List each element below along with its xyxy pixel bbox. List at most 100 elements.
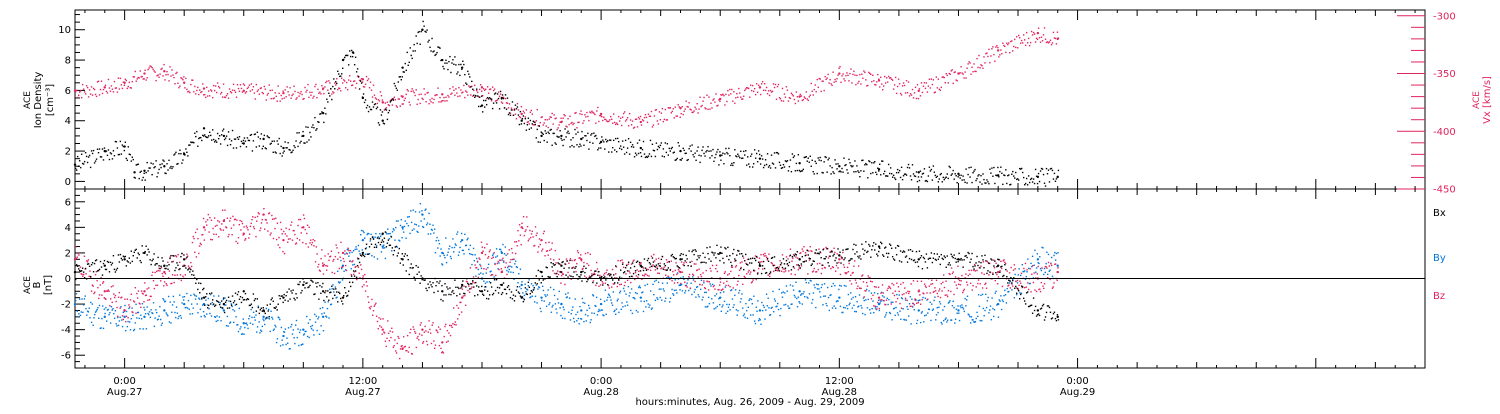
panel1-ytick-label: 2 (65, 147, 71, 158)
density-point (573, 146, 574, 147)
bz-point (310, 239, 311, 240)
vx-point (653, 124, 654, 125)
bz-point (311, 244, 312, 245)
bz-point (245, 238, 246, 239)
by-point (531, 283, 532, 284)
bz-point (702, 272, 703, 273)
vx-point (287, 91, 288, 92)
vx-keypoint (104, 86, 106, 88)
by-point (741, 293, 742, 294)
density-point (568, 133, 569, 134)
density-point (703, 153, 704, 154)
density-point (204, 134, 205, 135)
vx-point (500, 93, 501, 94)
density-point (846, 169, 847, 170)
vx-point (107, 92, 108, 93)
vx-point (312, 97, 313, 98)
bz-point (509, 262, 510, 263)
density-point (942, 181, 943, 182)
vx-point (634, 127, 635, 128)
bz-point (798, 267, 799, 268)
vx-point (158, 77, 159, 78)
vx-point (576, 127, 577, 128)
by-point (665, 298, 666, 299)
vx-point (982, 68, 983, 69)
by-point (155, 309, 156, 310)
density-point (1038, 173, 1039, 174)
density-point (678, 142, 679, 143)
bz-point (837, 253, 838, 254)
bz-point (247, 227, 248, 228)
vx-keypoint (600, 113, 602, 115)
by-point (598, 311, 599, 312)
bz-point (443, 352, 444, 353)
by-point (131, 318, 132, 319)
density-point (309, 132, 310, 133)
bz-point (253, 226, 254, 227)
vx-point (177, 83, 178, 84)
vx-point (712, 99, 713, 100)
bz-point (902, 282, 903, 283)
density-point (818, 159, 819, 160)
vx-point (610, 116, 611, 117)
bz-point (718, 289, 719, 290)
bz-point (467, 281, 468, 282)
by-point (507, 267, 508, 268)
density-point (909, 167, 910, 168)
by-point (205, 299, 206, 300)
by-point (169, 321, 170, 322)
bz-point (373, 310, 374, 311)
bz-point (941, 283, 942, 284)
vx-point (665, 109, 666, 110)
by-point (947, 320, 948, 321)
density-point (114, 155, 115, 156)
bz-point (651, 256, 652, 257)
vx-point (1031, 31, 1032, 32)
density-point (332, 86, 333, 87)
bz-point (300, 219, 301, 220)
density-point (649, 153, 650, 154)
by-point (582, 302, 583, 303)
by-point (1007, 288, 1008, 289)
vx-point (291, 95, 292, 96)
bz-point (147, 299, 148, 300)
bz-point (134, 301, 135, 302)
density-point (879, 164, 880, 165)
density-point (944, 179, 945, 180)
density-point (181, 162, 182, 163)
by-point (362, 249, 363, 250)
density-point (120, 141, 121, 142)
density-point (396, 88, 397, 89)
bz-point (913, 280, 914, 281)
vx-point (803, 99, 804, 100)
by-point (978, 294, 979, 295)
density-point (661, 142, 662, 143)
bz-point (435, 344, 436, 345)
bz-point (1001, 268, 1002, 269)
density-point (642, 149, 643, 150)
by-point (156, 312, 157, 313)
by-point (807, 297, 808, 298)
by-point (771, 307, 772, 308)
bz-point (405, 346, 406, 347)
bz-point (725, 271, 726, 272)
by-point (981, 320, 982, 321)
vx-point (932, 84, 933, 85)
vx-keypoint (282, 92, 284, 94)
vx-point (966, 68, 967, 69)
density-point (820, 160, 821, 161)
bz-point (878, 287, 879, 288)
density-point (213, 139, 214, 140)
vx-point (619, 120, 620, 121)
bz-point (336, 247, 337, 248)
density-point (539, 125, 540, 126)
density-point (610, 140, 611, 141)
bz-point (386, 338, 387, 339)
vx-point (864, 72, 865, 73)
vx-point (327, 90, 328, 91)
by-point (432, 225, 433, 226)
by-point (664, 300, 665, 301)
density-point (547, 141, 548, 142)
vx-point (228, 98, 229, 99)
bz-point (363, 284, 364, 285)
